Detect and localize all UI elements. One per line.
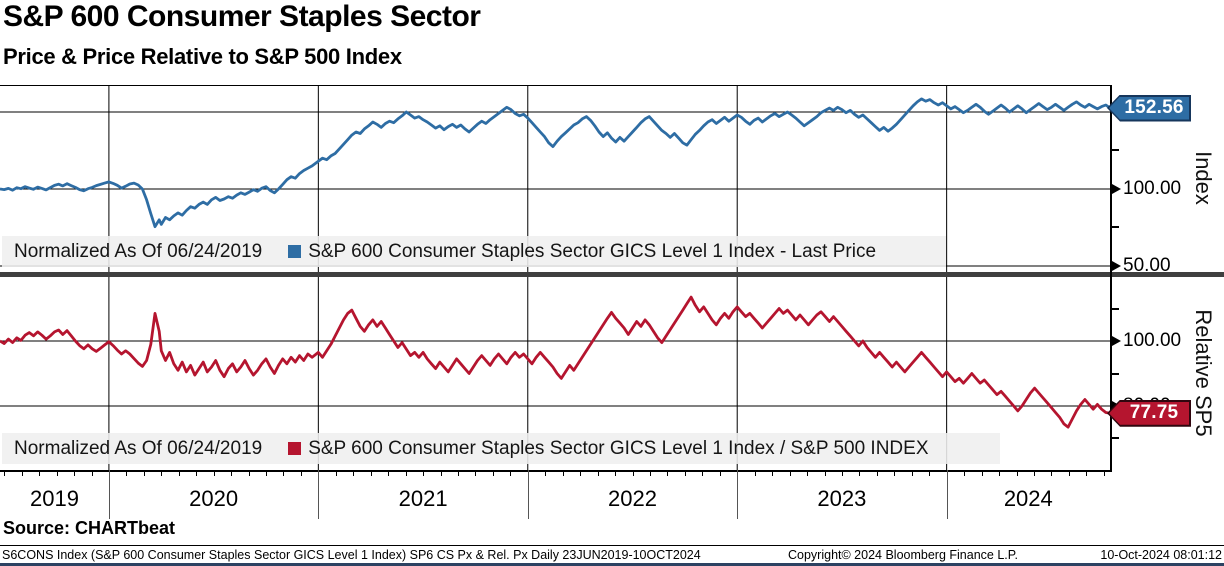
x-axis-year-label: 2023 [817, 486, 867, 511]
footer-timestamp: 10-Oct-2024 08:01:12 [1100, 548, 1222, 562]
right-axis-line [1110, 85, 1112, 471]
footer-security-description: S6CONS Index (S&P 600 Consumer Staples S… [2, 548, 701, 562]
relative-last-price-badge: 77.75 [1107, 399, 1191, 427]
axis-title-index: Index [1191, 151, 1216, 205]
y-tick-label: 100.00 [1123, 330, 1182, 351]
x-axis-line [0, 470, 1112, 472]
x-axis-year-label: 2020 [189, 486, 239, 511]
relative-panel-plot [0, 277, 1110, 470]
plot-top-border [0, 85, 1110, 86]
relative-panel-legend: Normalized As Of 06/24/2019 S&P 600 Cons… [2, 433, 1000, 464]
axis-title-relative-sp5: Relative SP5 [1191, 309, 1216, 437]
x-axis-year-label: 2019 [30, 486, 79, 511]
page-title: S&P 600 Consumer Staples Sector [3, 0, 481, 33]
page-subtitle: Price & Price Relative to S&P 500 Index [3, 44, 402, 69]
normalized-as-of-label: Normalized As Of 06/24/2019 [14, 437, 263, 459]
footer-divider [0, 545, 1224, 546]
price-series-label: S&P 600 Consumer Staples Sector GICS Lev… [308, 240, 877, 262]
red-series-swatch-icon [288, 442, 302, 455]
x-axis-year-label: 2021 [398, 486, 448, 511]
x-axis-year-label: 2022 [608, 486, 657, 511]
price-panel-legend: Normalized As Of 06/24/2019 S&P 600 Cons… [2, 236, 946, 267]
y-tick-label: 100.00 [1123, 177, 1182, 199]
last-price-badge: 152.56 [1107, 94, 1191, 122]
footer-copyright: Copyright© 2024 Bloomberg Finance L.P. [788, 548, 1018, 562]
y-tick-label: 50.00 [1123, 254, 1171, 276]
source-label: Source: CHARTbeat [3, 518, 176, 538]
bottom-accent-bar [0, 563, 1224, 566]
relative-series-label: S&P 600 Consumer Staples Sector GICS Lev… [308, 437, 929, 459]
panel-divider [0, 272, 1224, 277]
x-axis-year-label: 2024 [1003, 486, 1053, 511]
footer: S6CONS Index (S&P 600 Consumer Staples S… [0, 547, 1224, 563]
normalized-as-of-label: Normalized As Of 06/24/2019 [14, 240, 263, 262]
blue-series-swatch-icon [288, 245, 302, 258]
